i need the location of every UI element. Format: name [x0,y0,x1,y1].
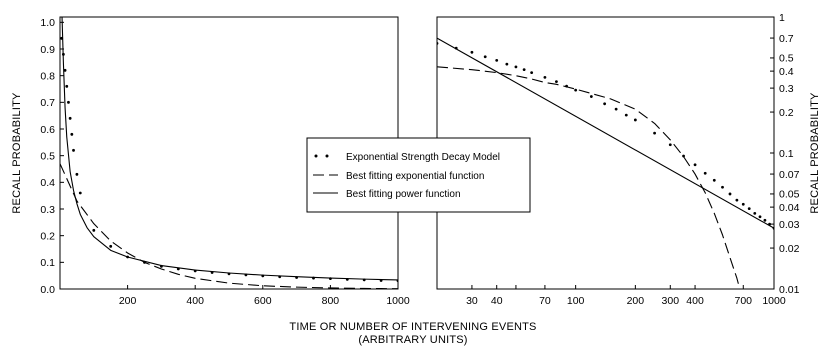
left-model-point [63,68,67,72]
right-model-point [728,192,732,196]
right-model-point [741,202,745,206]
right-model-point [721,185,724,189]
right-y-tick-label: 0.02 [779,243,800,255]
left-plot-area [60,17,398,289]
legend-label-dashed: Best fitting exponential function [346,171,484,182]
left-y-tick-label: 0.9 [40,44,55,56]
right-x-tick-label: 100 [567,295,585,307]
right-y-tick-label: 0.2 [779,107,794,119]
right-model-point [633,118,637,122]
left-y-tick-label: 0.3 [40,204,55,216]
right-model-point [603,102,607,106]
left-y-tick-label: 0.2 [40,230,55,242]
left-y-tick-label: 0.0 [40,284,55,296]
right-y-tick-label: 0.1 [779,148,794,160]
right-y-tick-label: 0.5 [779,53,794,65]
left-y-tick-label: 1.0 [40,17,55,29]
left-power-fit-line [61,17,398,281]
left-model-point [78,191,82,195]
right-power-fit-line [437,37,774,229]
left-y-tick-label: 0.6 [40,124,55,136]
right-model-point [735,198,739,202]
left-model-point [67,100,70,104]
left-model-point [92,228,96,232]
right-model-point [514,65,518,69]
x-axis-title: TIME OR NUMBER OF INTERVENING EVENTS [289,321,536,333]
right-model-point [747,207,751,211]
legend-swatch-dots [325,154,329,158]
left-y-tick-label: 0.5 [40,150,55,162]
right-model-point [555,80,558,83]
right-model-point [763,218,767,222]
right-model-point [483,55,487,59]
right-y-tick-label: 0.4 [779,66,794,78]
right-x-tick-label: 70 [539,295,551,307]
left-x-tick-label: 600 [254,295,272,307]
left-model-point [75,172,79,176]
legend-label-dots: Exponential Strength Decay Model [346,152,500,163]
x-axis-subtitle: (ARBITRARY UNITS) [358,334,467,346]
right-model-point [668,143,672,147]
right-model-point [589,95,593,98]
right-model-point [543,75,547,79]
right-x-tick-label: 1000 [762,295,786,307]
right-x-tick-label: 700 [735,295,753,307]
right-y-tick-label: 0.7 [779,33,794,45]
right-x-tick-label: 300 [662,295,680,307]
right-y-tick-label: 0.05 [779,189,800,201]
left-model-point [70,132,74,136]
right-x-tick-label: 200 [627,295,645,307]
left-model-point [68,116,72,120]
right-y-tick-label: 0.03 [779,219,800,231]
left-model-point [109,244,113,248]
right-model-point [712,178,716,182]
left-x-tick-label: 200 [119,295,137,307]
left-y-tick-label: 0.8 [40,70,55,82]
left-y-tick-label: 0.1 [40,257,55,269]
right-model-point [653,131,656,135]
right-y-tick-label: 1 [779,12,785,24]
right-x-tick-label: 400 [686,295,704,307]
right-y-axis-title: RECALL PROBABILITY [809,92,821,214]
left-exponential-fit-line [60,163,398,289]
left-y-tick-label: 0.7 [40,97,55,109]
right-model-point [470,50,474,54]
right-x-tick-label: 40 [491,295,503,307]
right-model-point [693,163,697,167]
right-model-point [703,171,707,175]
left-x-tick-label: 1000 [386,295,410,307]
legend: Exponential Strength Decay Model Best fi… [306,137,531,213]
left-model-point [65,84,69,88]
legend-swatch-dots [314,154,318,158]
left-x-tick-label: 800 [322,295,340,307]
right-model-point [758,215,762,219]
right-exponential-fit-line [437,66,741,289]
left-y-axis-title: RECALL PROBABILITY [11,92,23,214]
right-y-tick-label: 0.3 [779,83,794,95]
left-x-tick-label: 400 [186,295,204,307]
right-model-point [753,211,757,215]
right-model-point [505,62,509,66]
left-y-tick-label: 0.4 [40,177,55,189]
right-model-point [614,107,618,111]
left-model-point [72,148,75,152]
right-x-tick-label: 30 [466,295,478,307]
right-y-tick-label: 0.04 [779,202,800,214]
right-plot-area [437,37,774,289]
right-model-point [522,68,526,72]
right-y-tick-label: 0.01 [779,284,800,296]
right-model-point [530,71,534,75]
legend-box [306,137,531,213]
right-model-point [624,113,628,117]
right-model-point [574,88,578,92]
right-model-point [495,58,499,62]
right-y-tick-label: 0.07 [779,169,800,181]
legend-label-solid: Best fitting power function [346,189,461,200]
